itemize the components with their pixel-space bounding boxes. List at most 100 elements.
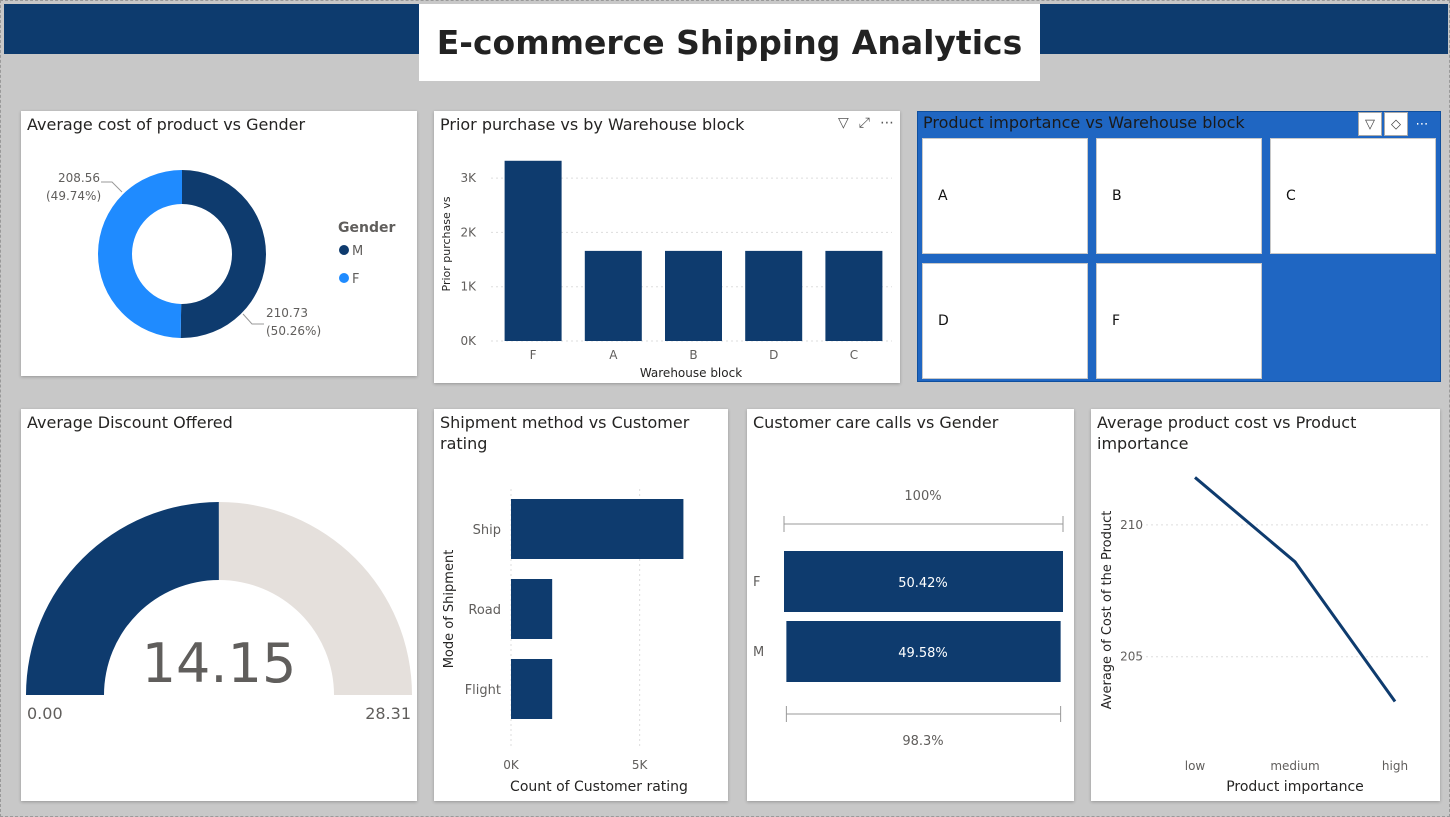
bar: [511, 499, 684, 559]
filter-icon[interactable]: ▽: [1358, 112, 1382, 136]
y-tick-label: 0K: [460, 334, 477, 348]
x-tick-label: low: [1185, 759, 1206, 773]
x-tick-label: 5K: [632, 758, 649, 772]
legend-marker: [339, 273, 349, 283]
slicer-tile-label: C: [1286, 188, 1296, 204]
slicer-tile-label: F: [1112, 313, 1121, 329]
x-tick-label: B: [689, 348, 697, 362]
x-tick-label: 0K: [503, 758, 520, 772]
shipment-title-line2: rating: [440, 434, 488, 453]
bar: [511, 579, 553, 639]
report-title: E-commerce Shipping Analytics: [436, 23, 1023, 62]
line-chart[interactable]: 205 210 low medium high Product importance Ave…: [1091, 409, 1440, 801]
gauge-value-arc: [26, 502, 219, 695]
gauge-chart[interactable]: 14.15 0.00 28.31: [21, 409, 417, 801]
y-tick-label: 2K: [460, 225, 477, 239]
legend-label: M: [352, 244, 363, 259]
visual-header-icons: ▽ ⤢ ⋯: [838, 115, 894, 131]
legend-label: F: [352, 272, 359, 287]
slicer-tile-a[interactable]: A: [922, 138, 1088, 254]
slicer-tile-label: B: [1112, 188, 1122, 204]
donut-chart[interactable]: 210.73 (50.26%) 208.56 (49.74%) Gender MF: [21, 111, 417, 376]
gauge-value: 14.15: [142, 632, 297, 695]
shipment-bar-chart[interactable]: 0K 5K Ship Road Flight Count of Customer rati…: [434, 409, 728, 801]
y-tick-label: Road: [468, 603, 501, 618]
line-series: [1194, 476, 1397, 703]
donut-leader-line: [101, 181, 123, 193]
bar: [825, 250, 883, 341]
slicer-tile-d[interactable]: D: [922, 263, 1088, 379]
gauge-title: Average Discount Offered: [27, 413, 233, 432]
top-total-label: 100%: [904, 489, 941, 504]
x-axis-title: Count of Customer rating: [510, 779, 688, 795]
donut-title: Average cost of product vs Gender: [27, 115, 306, 134]
donut-slice-m: [180, 170, 266, 338]
donut-label-value: 210.73: [266, 306, 308, 320]
x-tick-label: A: [609, 348, 618, 362]
x-tick-label: D: [769, 348, 778, 362]
x-axis-title: Warehouse block: [640, 366, 742, 380]
x-tick-label: medium: [1270, 759, 1319, 773]
filter-icon[interactable]: ▽: [838, 115, 849, 131]
slicer-tile-label: A: [938, 188, 948, 204]
report-title-box: E-commerce Shipping Analytics: [419, 4, 1040, 81]
gauge-remaining-arc: [218, 502, 412, 695]
bar: [784, 551, 1063, 612]
line-title-line1: Average product cost vs Product: [1097, 413, 1357, 432]
gauge-min-label: 0.00: [27, 704, 63, 723]
x-tick-label: F: [530, 348, 537, 362]
slicer-tile-label: D: [938, 313, 949, 329]
y-tick-label: 205: [1120, 650, 1143, 664]
slicer-tiles: A B C D F: [922, 138, 1438, 380]
y-tick-label: 3K: [460, 171, 477, 185]
line-card[interactable]: Average product cost vs Product importan…: [1091, 409, 1440, 801]
bar: [786, 621, 1061, 682]
gauge-card[interactable]: Average Discount Offered 14.15 0.00 28.31: [21, 409, 417, 801]
line-title: Average product cost vs Product importan…: [1097, 412, 1356, 454]
y-tick-label: 210: [1120, 518, 1143, 532]
y-tick-label: Ship: [473, 523, 501, 538]
legend-marker: [339, 245, 349, 255]
donut-leader-line: [242, 313, 264, 325]
x-axis-title: Product importance: [1226, 779, 1364, 795]
y-axis-title: Mode of Shipment: [442, 550, 457, 669]
donut-card[interactable]: Average cost of product vs Gender 210.73…: [21, 111, 417, 376]
y-axis-title: Prior purchase vs: [440, 196, 453, 291]
bar: [511, 659, 553, 719]
gauge-max-label: 28.31: [365, 704, 411, 723]
warehouse-slicer[interactable]: Product importance vs Warehouse block ▽ …: [917, 111, 1441, 382]
data-label: 49.58%: [898, 646, 948, 661]
bottom-total-label: 98.3%: [902, 734, 943, 749]
more-options-icon[interactable]: ⋯: [880, 115, 894, 131]
slicer-tile-c[interactable]: C: [1270, 138, 1436, 254]
y-axis-title: Average of Cost of the Product: [1100, 511, 1115, 710]
slicer-tile-b[interactable]: B: [1096, 138, 1262, 254]
calls-bar-chart[interactable]: 100% 50.42% F 49.58% M 98.3%: [747, 409, 1074, 801]
warehouse-bar-card[interactable]: Prior purchase vs by Warehouse block ▽ ⤢…: [434, 111, 900, 383]
bar: [665, 250, 722, 341]
donut-label-pct: (49.74%): [46, 189, 101, 203]
y-tick-label: Flight: [465, 683, 501, 698]
slicer-tile-f[interactable]: F: [1096, 263, 1262, 379]
y-tick-label: F: [753, 575, 760, 590]
slicer-title: Product importance vs Warehouse block: [923, 113, 1245, 132]
donut-label-pct: (50.26%): [266, 324, 321, 338]
eraser-icon[interactable]: ◇: [1384, 112, 1408, 136]
y-tick-label: M: [753, 645, 764, 660]
x-tick-label: C: [850, 348, 858, 362]
x-tick-label: high: [1382, 759, 1408, 773]
shipment-bar-title: Shipment method vs Customer rating: [440, 412, 689, 454]
calls-bar-card[interactable]: Customer care calls vs Gender 100% 50.42%…: [747, 409, 1074, 801]
warehouse-bar-title: Prior purchase vs by Warehouse block: [440, 115, 745, 134]
shipment-bar-card[interactable]: Shipment method vs Customer rating 0K 5K S…: [434, 409, 728, 801]
data-label: 50.42%: [898, 576, 948, 591]
legend-title: Gender: [338, 220, 395, 236]
more-options-icon[interactable]: ⋯: [1415, 116, 1429, 132]
y-tick-label: 1K: [460, 280, 477, 294]
shipment-title-line1: Shipment method vs Customer: [440, 413, 690, 432]
donut-label-value: 208.56: [58, 171, 100, 185]
bar: [745, 250, 803, 341]
focus-mode-icon[interactable]: ⤢: [858, 115, 870, 131]
